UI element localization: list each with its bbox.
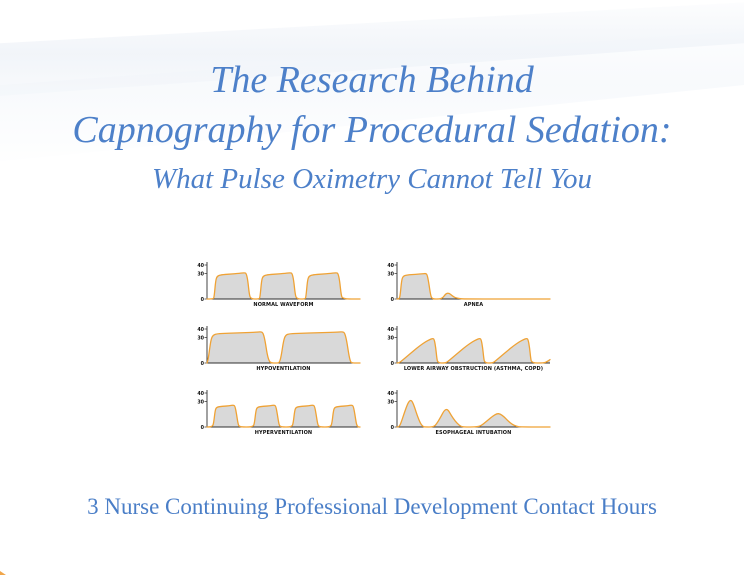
y-tick-label: 30 xyxy=(387,335,394,341)
chart-hyperventilation: 40 30 0 HYPERVENTILATION xyxy=(191,383,361,436)
waveform-line xyxy=(396,272,551,300)
waveform-line xyxy=(206,272,361,300)
chart-label: NORMAL WAVEFORM xyxy=(253,302,313,307)
y-tick-label: 30 xyxy=(387,399,394,405)
y-tick-label: 30 xyxy=(197,271,204,277)
y-tick-label: 30 xyxy=(197,335,204,341)
waveform-line xyxy=(396,399,551,428)
chart-lower-airway-obstruction-asthma-copd: 40 30 0 LOWER AIRWAY OBSTRUCTION (ASTHMA, C… xyxy=(381,319,551,372)
normal-waveform-waveform-svg: 40 30 0 NORMAL WAVEFORM xyxy=(197,262,361,308)
subtitle: What Pulse Oximetry Cannot Tell You xyxy=(151,163,593,195)
waveform-fill xyxy=(207,331,360,363)
chart-label: HYPOVENTILATION xyxy=(256,366,310,371)
y-tick-label: 0 xyxy=(201,425,205,431)
capnography-waveform-grid: 40 30 0 NORMAL WAVEFORM 40 30 0 APNEA 40 30 0 HYPOV… xyxy=(191,255,551,436)
y-tick-label: 40 xyxy=(197,327,204,333)
corner-accent-speck xyxy=(0,571,6,575)
chart-label: LOWER AIRWAY OBSTRUCTION (ASTHMA, COPD) xyxy=(404,366,543,371)
lower-airway-obstruction-asthma-copd-waveform-svg: 40 30 0 LOWER AIRWAY OBSTRUCTION (ASTHMA, C… xyxy=(387,326,551,372)
hyperventilation-waveform-svg: 40 30 0 HYPERVENTILATION xyxy=(197,390,361,436)
y-tick-label: 0 xyxy=(201,361,205,367)
y-tick-label: 40 xyxy=(387,327,394,333)
chart-hypoventilation: 40 30 0 HYPOVENTILATION xyxy=(191,319,361,372)
y-tick-label: 30 xyxy=(387,271,394,277)
waveform-fill xyxy=(207,405,360,427)
chart-label: APNEA xyxy=(464,302,484,307)
y-tick-label: 0 xyxy=(391,425,395,431)
waveform-line xyxy=(206,331,361,364)
waveform-fill xyxy=(397,273,550,299)
hypoventilation-waveform-svg: 40 30 0 HYPOVENTILATION xyxy=(197,326,361,372)
y-tick-label: 40 xyxy=(197,391,204,397)
chart-label: ESOPHAGEAL INTUBATION xyxy=(436,430,512,435)
chart-normal-waveform: 40 30 0 NORMAL WAVEFORM xyxy=(191,255,361,308)
chart-apnea: 40 30 0 APNEA xyxy=(381,255,551,308)
title-line-2: Capnography for Procedural Sedation: xyxy=(72,109,672,151)
y-tick-label: 30 xyxy=(197,399,204,405)
y-tick-label: 0 xyxy=(391,361,395,367)
y-tick-label: 40 xyxy=(387,263,394,269)
y-tick-label: 0 xyxy=(391,297,395,303)
waveform-line xyxy=(396,337,551,364)
waveform-line xyxy=(206,404,361,428)
y-tick-label: 0 xyxy=(201,297,205,303)
waveform-fill xyxy=(397,338,550,363)
y-tick-label: 40 xyxy=(197,263,204,269)
contact-hours-text: 3 Nurse Continuing Professional Developm… xyxy=(87,494,657,519)
chart-esophageal-intubation: 40 30 0 ESOPHAGEAL INTUBATION xyxy=(381,383,551,436)
title-line-1: The Research Behind xyxy=(210,59,534,101)
esophageal-intubation-waveform-svg: 40 30 0 ESOPHAGEAL INTUBATION xyxy=(387,390,551,436)
chart-label: HYPERVENTILATION xyxy=(255,430,312,435)
y-tick-label: 40 xyxy=(387,391,394,397)
waveform-fill xyxy=(207,272,360,299)
apnea-waveform-svg: 40 30 0 APNEA xyxy=(387,262,551,308)
